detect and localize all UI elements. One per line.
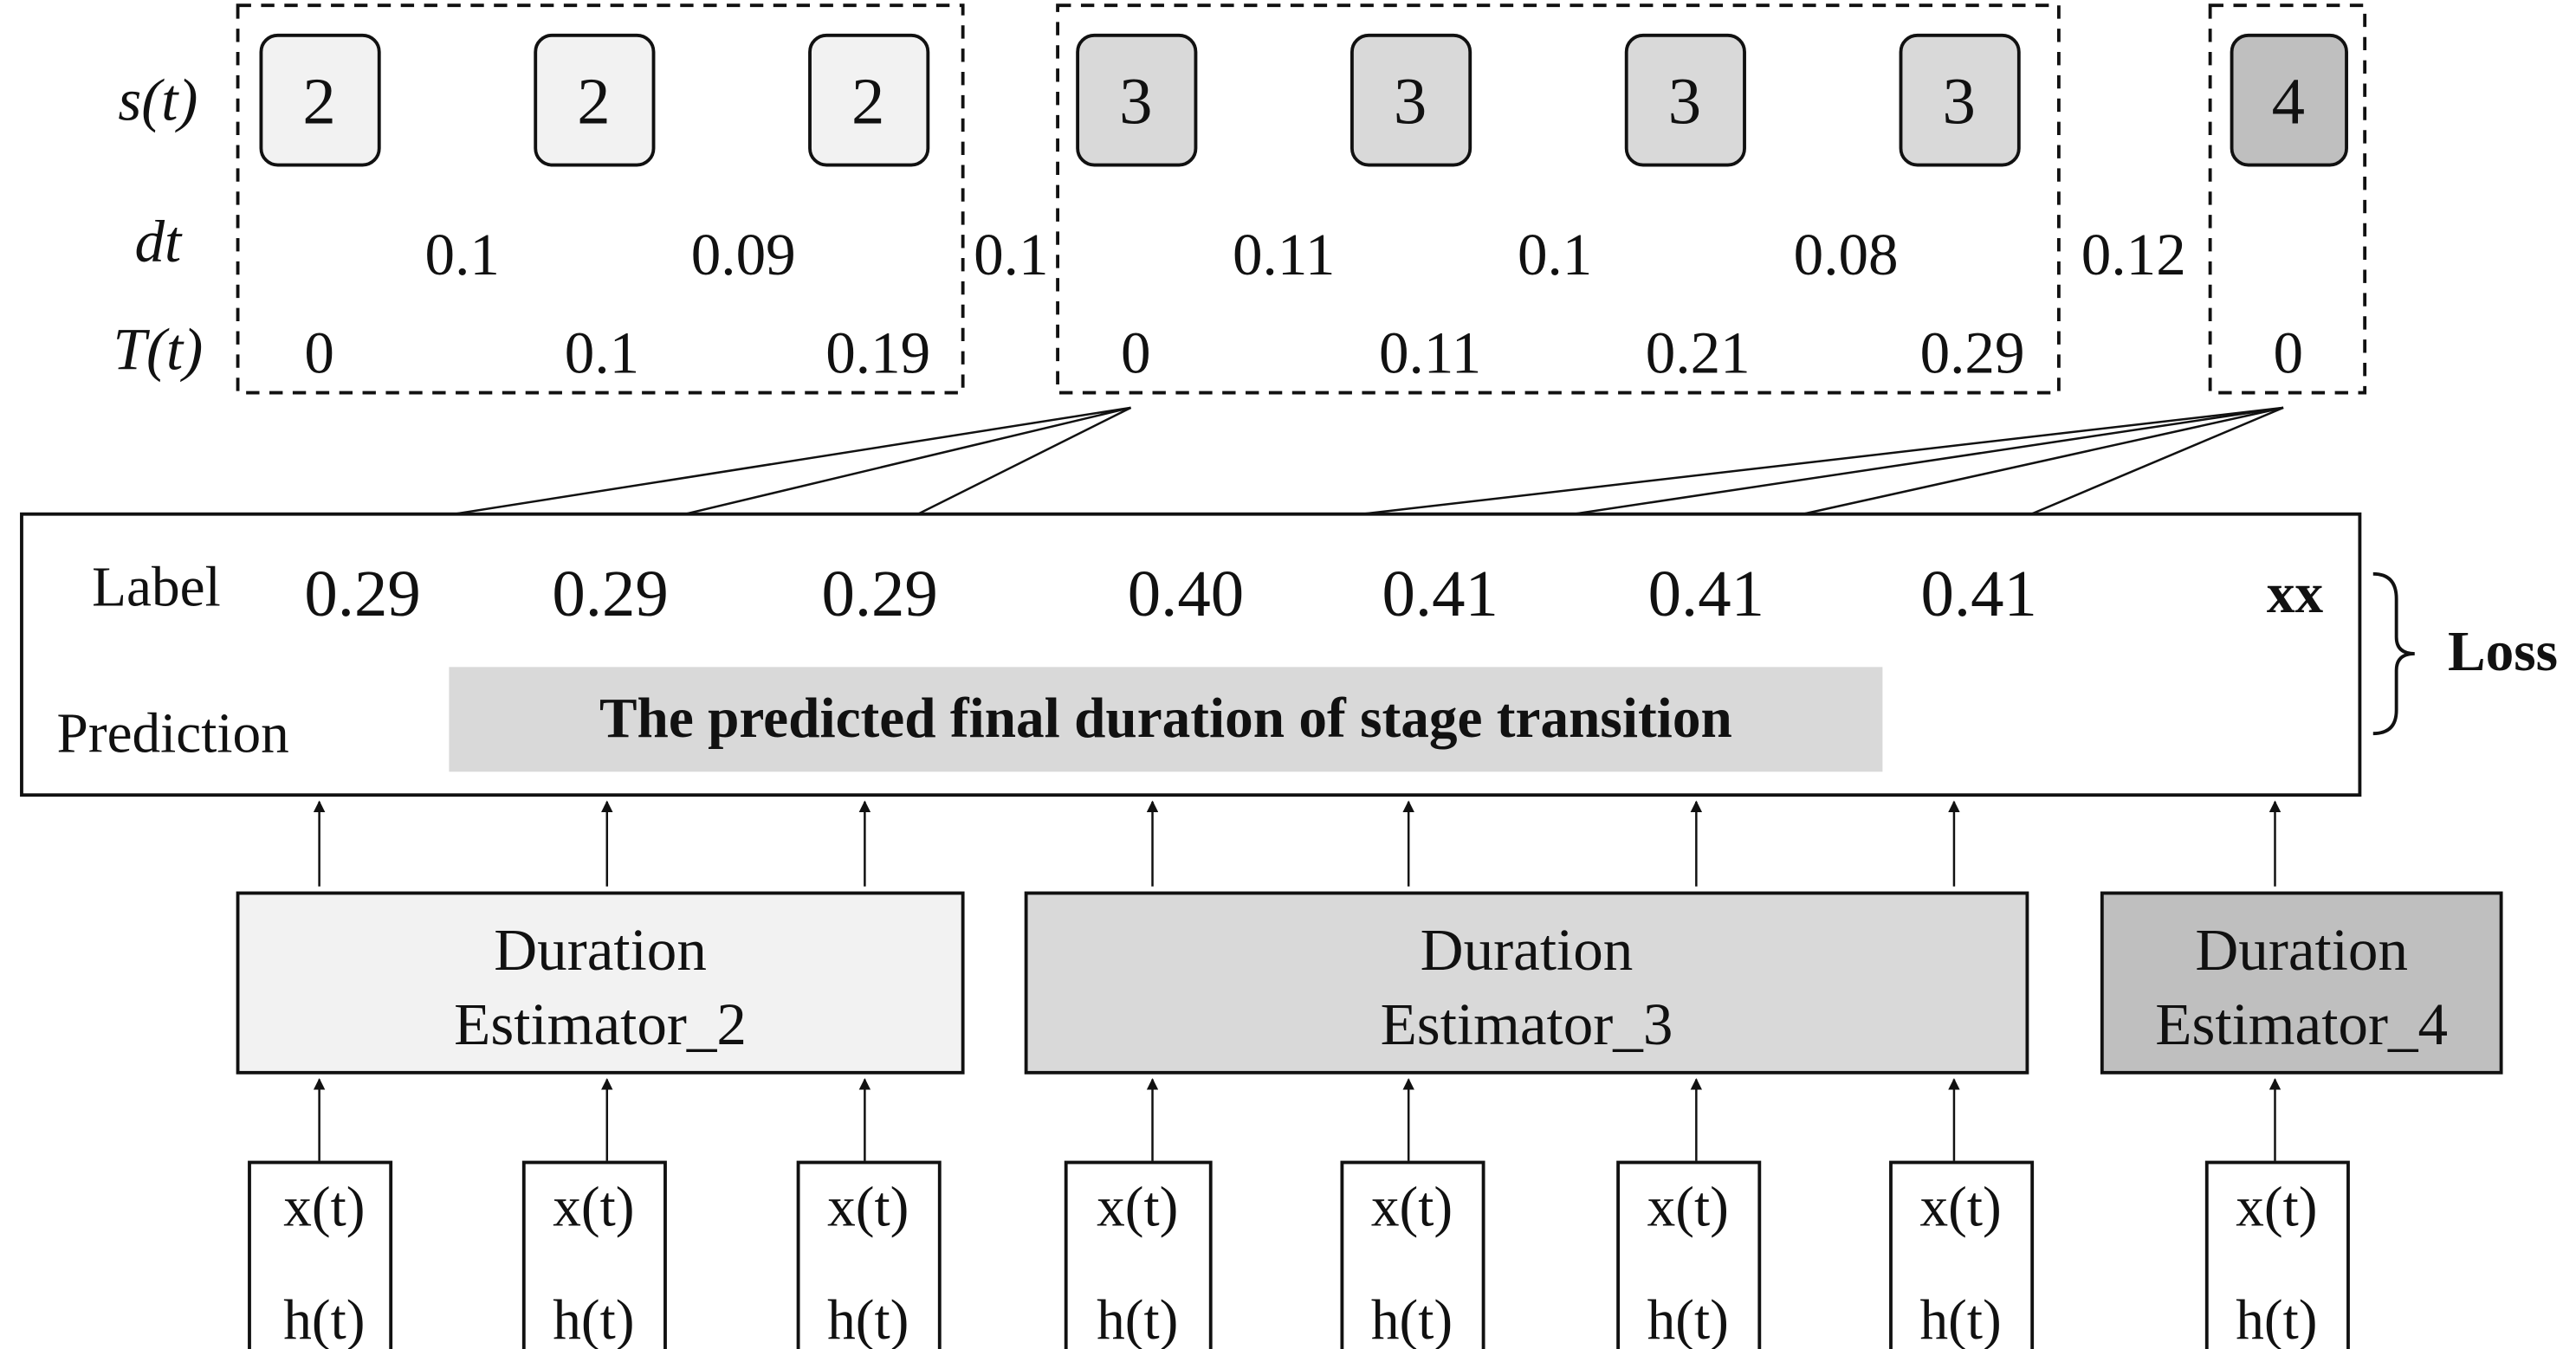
s-value: 3 xyxy=(1668,65,1701,139)
input-boxes: x(t) h(t) x(t) h(t) x(t) h(t) x(t) h(t) … xyxy=(248,1160,2350,1349)
T-value: 0 xyxy=(1121,320,1151,386)
s-value: 3 xyxy=(1943,65,1976,139)
input-h: h(t) xyxy=(1647,1289,1729,1349)
input-h: h(t) xyxy=(1371,1289,1453,1349)
row-label-dt: dt xyxy=(135,208,184,274)
prediction-bar xyxy=(449,667,1883,772)
s-value: 3 xyxy=(1394,65,1427,139)
duration-estimator-3-line2: Estimator_3 xyxy=(1381,991,1673,1057)
loss-label: Loss xyxy=(2448,621,2558,683)
label-value: 0.41 xyxy=(1648,557,1764,630)
input-box xyxy=(1064,1160,1213,1349)
input-x: x(t) xyxy=(283,1176,365,1238)
label-value: 0.29 xyxy=(821,557,937,630)
label-value: 0.29 xyxy=(552,557,668,630)
input-x: x(t) xyxy=(2236,1176,2317,1238)
duration-estimator-4-line1: Duration xyxy=(2195,916,2408,983)
label-value-unknown: xx xyxy=(2267,563,2324,625)
estimator-to-panel-arrows xyxy=(313,800,2282,887)
input-h: h(t) xyxy=(1097,1289,1178,1349)
input-box xyxy=(796,1160,942,1349)
T-value: 0.19 xyxy=(825,320,930,386)
label-values: 0.29 0.29 0.29 0.40 0.41 0.41 0.41 xx xyxy=(304,557,2323,630)
input-x: x(t) xyxy=(827,1176,909,1238)
stage-3-group-frame xyxy=(1056,3,2061,395)
label-value: 0.29 xyxy=(304,557,420,630)
duration-estimator-4-line2: Estimator_4 xyxy=(2155,991,2448,1057)
row-label-T: T(t) xyxy=(113,316,204,383)
input-x: x(t) xyxy=(1647,1176,1729,1238)
T-value: 0.11 xyxy=(1379,320,1481,386)
T-value: 0 xyxy=(304,320,334,386)
stage-3-s-boxes: 3 3 3 3 xyxy=(1076,33,2021,167)
duration-estimator-3-line1: Duration xyxy=(1421,916,1634,983)
stage-4-s-boxes: 4 xyxy=(2230,33,2348,167)
input-box xyxy=(521,1160,667,1349)
input-h: h(t) xyxy=(283,1289,365,1349)
input-box xyxy=(1889,1160,2035,1349)
label-value: 0.41 xyxy=(1921,557,2037,630)
duration-estimator-4-box xyxy=(2100,891,2503,1075)
duration-estimator-2-line1: Duration xyxy=(494,916,707,983)
stage-4-group-frame xyxy=(2208,3,2367,395)
label-value: 0.40 xyxy=(1128,557,1244,630)
duration-estimator-2-box xyxy=(236,891,965,1075)
input-x: x(t) xyxy=(1371,1176,1453,1238)
label-row-title: Label xyxy=(92,556,221,618)
dt-value: 0.09 xyxy=(691,221,796,287)
T-value: 0.1 xyxy=(565,320,639,386)
input-h: h(t) xyxy=(827,1289,909,1349)
T-value: 0 xyxy=(2274,320,2304,386)
s-value: 2 xyxy=(302,65,335,139)
T-values: 0 0.1 0.19 0 0.11 0.21 0.29 0 xyxy=(304,320,2303,386)
dt-value: 0.1 xyxy=(425,221,500,287)
T-value: 0.21 xyxy=(1646,320,1751,386)
input-box xyxy=(248,1160,393,1349)
dt-value: 0.11 xyxy=(1233,221,1335,287)
loss-brace xyxy=(2372,571,2415,736)
prediction-row-title: Prediction xyxy=(57,702,289,765)
s-value: 2 xyxy=(851,65,884,139)
input-x: x(t) xyxy=(553,1176,634,1238)
dt-value-between: 0.12 xyxy=(2081,221,2186,287)
duration-estimator-2-line2: Estimator_2 xyxy=(454,991,747,1057)
input-to-estimator-arrows xyxy=(313,1078,2282,1161)
prediction-bar-text: The predicted final duration of stage tr… xyxy=(599,687,1732,750)
input-box xyxy=(2204,1160,2350,1349)
dt-value-between: 0.1 xyxy=(974,221,1048,287)
stage-2-s-boxes: 2 2 2 xyxy=(259,33,930,167)
dt-values: 0.1 0.09 0.1 0.11 0.1 0.08 0.12 xyxy=(425,221,2186,287)
row-label-s: s(t) xyxy=(118,67,197,133)
input-box xyxy=(1340,1160,1485,1349)
input-h: h(t) xyxy=(553,1289,634,1349)
T-value: 0.29 xyxy=(1920,320,2025,386)
s-value: 4 xyxy=(2272,65,2305,139)
dt-value: 0.08 xyxy=(1794,221,1899,287)
input-x: x(t) xyxy=(1920,1176,2002,1238)
input-x: x(t) xyxy=(1097,1176,1178,1238)
s-value: 2 xyxy=(577,65,610,139)
input-h: h(t) xyxy=(2236,1289,2317,1349)
duration-estimator-3-box xyxy=(1024,891,2029,1075)
stage-2-group-frame xyxy=(236,3,965,395)
s-value: 3 xyxy=(1119,65,1152,139)
input-box xyxy=(1616,1160,1762,1349)
input-h: h(t) xyxy=(1920,1289,2002,1349)
dt-value: 0.1 xyxy=(1518,221,1592,287)
label-value: 0.41 xyxy=(1382,557,1498,630)
